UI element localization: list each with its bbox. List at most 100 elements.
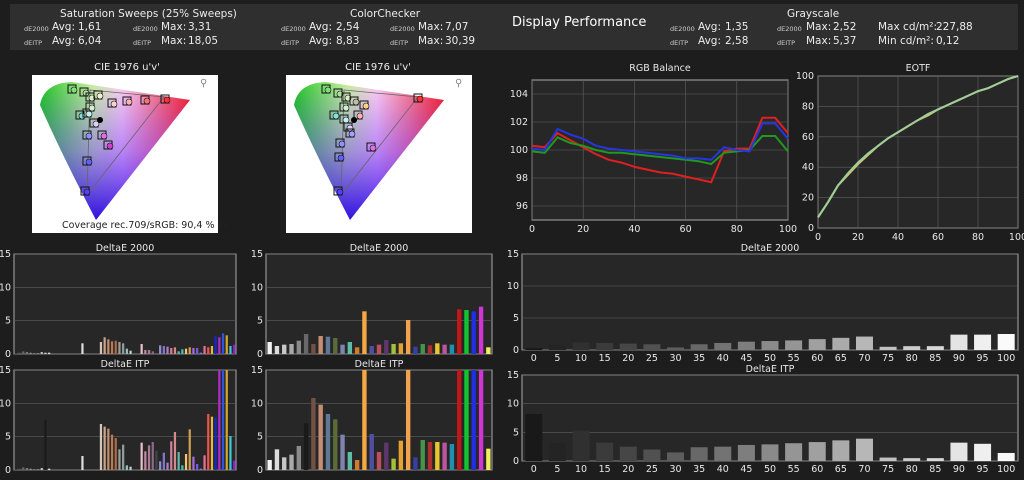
gamut-triangle: [86, 89, 165, 197]
bar: [974, 443, 992, 461]
bar: [737, 341, 755, 350]
y-tick-label: 0: [5, 349, 11, 360]
bar: [667, 452, 685, 461]
x-tick-label: 100: [779, 224, 797, 235]
y-tick-label: 10: [251, 398, 263, 409]
cc-max-label-2: Max:: [418, 35, 444, 47]
chart-title: DeltaE ITP: [355, 359, 404, 370]
x-tick-label: 40: [892, 232, 904, 243]
y-tick-label: 15: [0, 365, 11, 376]
bar: [572, 342, 590, 350]
whitepoint-marker: [97, 117, 103, 123]
gs-max-de2000: 2,52: [833, 21, 857, 33]
bar: [122, 444, 125, 470]
x-tick-label: 45: [740, 464, 752, 475]
x-tick-label: 70: [858, 464, 870, 475]
bar: [950, 442, 968, 461]
bar: [442, 442, 447, 470]
bar: [18, 468, 21, 470]
x-tick-label: 0: [529, 224, 535, 235]
bar: [391, 344, 396, 354]
bar: [643, 344, 661, 350]
x-tick-label: 45: [740, 353, 752, 364]
bar: [274, 449, 280, 470]
x-tick-label: 80: [972, 232, 984, 243]
cie-right-title: CIE 1976 u'v': [345, 62, 411, 73]
bar: [391, 458, 396, 470]
bar: [184, 348, 188, 354]
measured-marker: [163, 96, 171, 104]
x-tick-label: 70: [858, 353, 870, 364]
bar: [457, 309, 462, 354]
bar: [25, 352, 29, 354]
bar: [435, 442, 440, 470]
y-tick-label: 96: [516, 201, 528, 212]
bar: [325, 414, 331, 470]
zoom-icon[interactable]: ⚲: [200, 78, 208, 89]
bar: [354, 347, 360, 354]
bar: [166, 462, 169, 470]
x-tick-label: 85: [929, 464, 941, 475]
bar: [486, 448, 491, 470]
bar: [398, 440, 404, 470]
zoom-icon-right[interactable]: ⚲: [455, 78, 463, 89]
x-tick-label: 95: [977, 464, 989, 475]
measured-marker: [78, 112, 86, 120]
bar: [196, 464, 199, 470]
y-tick-label: 60: [802, 132, 814, 143]
bar: [950, 334, 968, 350]
x-tick-label: 60: [811, 353, 823, 364]
x-tick-label: 65: [835, 353, 847, 364]
x-tick-label: 20: [622, 464, 634, 475]
bar: [340, 434, 345, 470]
measured-marker: [362, 102, 370, 110]
saturation-de2000-chart: DeltaE 2000 0 5 10 15: [0, 243, 237, 360]
y-tick-label: 15: [507, 370, 519, 381]
bar: [81, 343, 84, 354]
bar: [203, 455, 206, 470]
x-tick-label: 10: [575, 353, 587, 364]
bar: [114, 340, 117, 354]
gs-itp-label: dEITP: [670, 39, 689, 47]
bar: [478, 306, 484, 354]
bar: [218, 337, 221, 354]
bar: [199, 352, 202, 354]
cc-avg-itp: 8,83: [336, 35, 360, 47]
y-tick-label: 98: [516, 173, 528, 184]
bar: [221, 370, 225, 470]
sat-max-itp: 18,05: [188, 35, 219, 47]
cc-max-de2000: 7,07: [445, 21, 469, 33]
y-tick-label: 5: [513, 427, 519, 438]
gs-max-label: Max:: [806, 21, 832, 33]
bar: [420, 440, 425, 470]
bar: [181, 349, 184, 354]
x-tick-label: 80: [906, 464, 918, 475]
cc-max-de2000-label: dE2000: [390, 25, 415, 33]
bar: [229, 436, 232, 470]
bar: [289, 344, 294, 354]
x-tick-label: 5: [554, 353, 560, 364]
bar: [221, 333, 225, 354]
sat-max-itp-label: dEITP: [133, 39, 152, 47]
bar: [22, 467, 25, 470]
bar: [427, 442, 433, 470]
x-tick-label: 50: [764, 464, 776, 475]
chart-title: EOTF: [906, 63, 931, 74]
bar: [282, 344, 287, 354]
bar: [427, 345, 433, 354]
y-tick-label: 20: [802, 193, 814, 204]
y-tick-label: 10: [251, 282, 263, 293]
cc-max-itp: 30,39: [445, 35, 476, 47]
measured-marker: [88, 104, 96, 112]
bar: [129, 350, 132, 354]
grayscale-itp-chart: DeltaE ITP 0 5 10 15 0 5 10 15 20 25 30 35 40 45 50 55 60…: [507, 364, 1019, 475]
bar: [303, 423, 309, 470]
measured-marker: [85, 110, 93, 118]
bar: [442, 344, 447, 354]
bar: [118, 449, 121, 470]
x-tick-label: 60: [811, 464, 823, 475]
bar: [384, 340, 389, 354]
bar: [14, 469, 17, 470]
measured-marker: [356, 112, 364, 120]
bar: [296, 340, 301, 354]
